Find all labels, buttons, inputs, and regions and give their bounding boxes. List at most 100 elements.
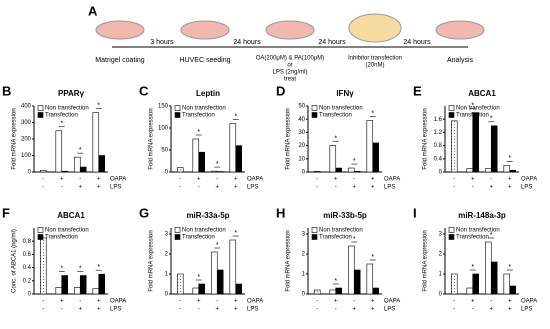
panel-letter: A — [88, 3, 98, 18]
bar — [509, 170, 516, 173]
legend-label: Non transfection — [182, 106, 226, 112]
condition-sign: - — [179, 307, 181, 313]
legend-swatch — [448, 234, 455, 240]
legend-swatch — [37, 227, 44, 233]
legend-swatch — [311, 234, 318, 240]
chart-title: miR-33b-5p — [323, 211, 367, 220]
y-tick-label: 1 — [302, 272, 306, 278]
condition-sign: - — [353, 299, 355, 305]
condition-sign: + — [234, 307, 238, 313]
y-tick-label: 3 — [165, 232, 169, 238]
condition-sign: - — [79, 177, 81, 183]
bar — [490, 125, 498, 173]
legend-label: Transfection — [182, 235, 215, 241]
y-axis-label: Fold mRNA expression — [286, 108, 292, 169]
chart-title: Leptin — [196, 89, 220, 98]
condition-sign: + — [352, 185, 356, 191]
y-tick-label: 0 — [439, 292, 443, 298]
y-tick-label: 1.2 — [434, 130, 443, 136]
condition-label: OAPA — [247, 177, 263, 183]
sig-star: * — [471, 102, 474, 109]
condition-sign: - — [353, 177, 355, 183]
condition-label: LPS — [521, 185, 532, 191]
condition-sign: + — [97, 177, 101, 183]
y-tick-label: 150 — [158, 104, 169, 110]
bar — [366, 263, 374, 295]
chart-panel: 0 1 2 3 - - * + - * - + * + + OAPA LPS Non transfectionTr… — [139, 205, 263, 312]
y-axis-label: Fold mRNA expression — [423, 108, 429, 169]
condition-label: OAPA — [384, 299, 400, 305]
condition-sign: + — [60, 299, 64, 305]
bar — [450, 273, 458, 295]
y-tick-label: 40 — [298, 117, 305, 123]
condition-label: LPS — [384, 185, 395, 191]
bar — [235, 145, 242, 173]
legend-swatch — [37, 234, 44, 240]
y-tick-label: 0 — [439, 170, 443, 176]
chart-title: miR-33a-5p — [186, 211, 229, 220]
y-tick-label: 100 — [21, 153, 32, 159]
legend-label: Transfection — [319, 113, 352, 119]
bar — [329, 145, 337, 173]
condition-sign: - — [316, 185, 318, 191]
legend-swatch — [448, 112, 455, 118]
bar — [509, 285, 516, 295]
step: Matrigel coating — [95, 57, 145, 64]
interval: 3 hours — [150, 39, 174, 46]
y-tick-label: 400 — [21, 104, 32, 110]
bar — [229, 123, 237, 173]
chart-title: miR-148a-3p — [458, 211, 506, 220]
panel-letter: E — [413, 83, 422, 98]
legend-swatch — [448, 227, 455, 233]
sig-star: * — [508, 264, 511, 271]
condition-label: LPS — [521, 307, 532, 313]
sig-star: * — [490, 116, 493, 123]
bar — [198, 283, 205, 295]
y-axis-label: Fold mRNA expression — [286, 230, 292, 291]
bar — [353, 171, 361, 173]
bar — [503, 165, 511, 173]
bar — [450, 120, 458, 173]
bar — [313, 171, 321, 173]
sig-star: * — [79, 147, 82, 154]
step: treat — [284, 77, 296, 83]
condition-label: OAPA — [110, 177, 126, 183]
condition-label: OAPA — [247, 299, 263, 305]
condition-sign: + — [489, 307, 493, 313]
sig-star: * — [234, 113, 237, 120]
panel-letter: B — [2, 83, 11, 98]
sig-star: * — [60, 265, 63, 272]
sig-star: * — [371, 254, 374, 261]
bar — [329, 289, 337, 295]
y-tick-label: 0.6 — [23, 252, 32, 258]
condition-sign: + — [234, 299, 238, 305]
legend-label: Transfection — [182, 113, 215, 119]
bar — [466, 168, 474, 173]
bar — [372, 142, 379, 173]
condition-label: LPS — [110, 185, 121, 191]
condition-label: LPS — [247, 185, 258, 191]
condition-sign: - — [179, 177, 181, 183]
condition-label: OAPA — [521, 177, 537, 183]
step: (20nM) — [365, 63, 384, 69]
interval: 24 hours — [403, 39, 431, 46]
legend-label: Transfection — [319, 235, 352, 241]
bar — [74, 156, 81, 173]
condition-sign: - — [490, 177, 492, 183]
legend-swatch — [311, 105, 318, 111]
chart-panel: 0 10 20 30 40 50 - - * + - * - + * + + OAPA LPS Non transfe… — [276, 83, 400, 190]
y-tick-label: 1.6 — [434, 117, 443, 123]
condition-sign: + — [334, 299, 338, 305]
condition-sign: - — [472, 185, 474, 191]
condition-sign: - — [453, 177, 455, 183]
step: or — [287, 63, 292, 69]
condition-sign: - — [316, 299, 318, 305]
condition-sign: + — [78, 185, 82, 191]
bar — [98, 273, 105, 295]
sig-star: * — [471, 264, 474, 271]
y-tick-label: 0 — [302, 292, 306, 298]
bar — [192, 287, 200, 295]
panel-letter: C — [139, 83, 149, 98]
condition-sign: + — [78, 307, 82, 313]
bar — [235, 283, 242, 295]
